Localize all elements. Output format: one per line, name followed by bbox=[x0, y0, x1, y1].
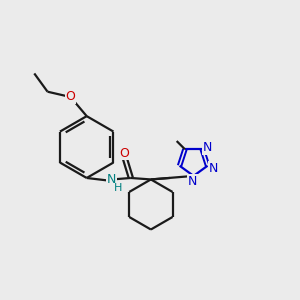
Text: O: O bbox=[119, 147, 129, 160]
Text: N: N bbox=[209, 162, 218, 175]
Text: N: N bbox=[188, 175, 197, 188]
Text: H: H bbox=[114, 183, 122, 193]
Text: N: N bbox=[203, 141, 212, 154]
Text: N: N bbox=[107, 172, 116, 186]
Text: O: O bbox=[66, 91, 75, 103]
